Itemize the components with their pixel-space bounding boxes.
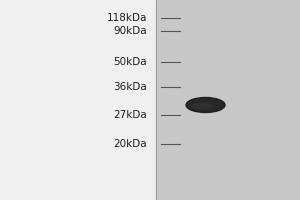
Ellipse shape [193, 103, 212, 109]
Text: 90kDa: 90kDa [113, 26, 147, 36]
Ellipse shape [186, 98, 225, 112]
Text: 27kDa: 27kDa [113, 110, 147, 120]
Text: 118kDa: 118kDa [106, 13, 147, 23]
Text: 50kDa: 50kDa [113, 57, 147, 67]
Bar [156, 0, 300, 200]
Text: 36kDa: 36kDa [113, 82, 147, 92]
Text: 20kDa: 20kDa [113, 139, 147, 149]
Bar [0, 0, 156, 200]
